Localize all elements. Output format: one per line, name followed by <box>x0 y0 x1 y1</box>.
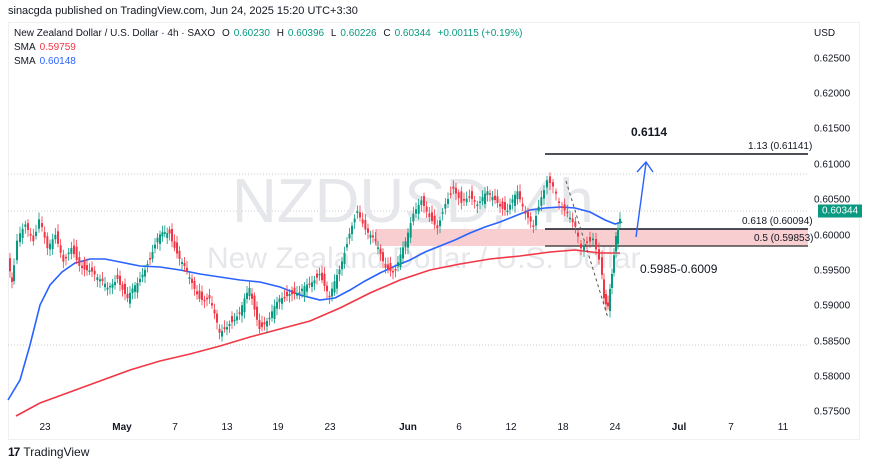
legend-open: 0.60230 <box>233 28 270 39</box>
sma-slow-line <box>15 249 620 417</box>
legend-sma-fast[interactable]: SMA 0.60148 <box>14 56 76 67</box>
x-tick: May <box>112 422 132 433</box>
y-tick: 0.58500 <box>814 336 851 348</box>
x-tick: 7 <box>728 422 734 433</box>
grid-lines <box>8 173 808 346</box>
price-axis[interactable]: USD 0.62500 0.62000 0.61500 0.61000 0.60… <box>808 22 860 422</box>
x-tick: 23 <box>39 422 51 433</box>
x-tick: Jul <box>671 422 687 433</box>
watermark-symbol: NZDUSD, 4h <box>232 167 594 236</box>
y-tick: 0.62500 <box>814 53 851 65</box>
y-tick: 0.62000 <box>814 88 851 100</box>
brand-name: TradingView <box>23 445 90 459</box>
footer-branding[interactable]: 17 TradingView <box>8 445 89 459</box>
x-tick: 12 <box>505 422 517 433</box>
legend-close: 0.60344 <box>394 28 431 39</box>
y-tick: 0.59000 <box>814 300 851 312</box>
y-tick: 0.60000 <box>814 230 851 242</box>
x-tick: 24 <box>609 422 621 433</box>
x-tick: 13 <box>221 422 233 433</box>
legend-title: New Zealand Dollar / U.S. Dollar · 4h · … <box>14 28 216 39</box>
y-tick: 0.58000 <box>814 371 851 383</box>
x-tick: 7 <box>172 422 178 433</box>
y-tick: 0.60500 <box>814 194 851 206</box>
currency-unit[interactable]: USD <box>814 28 836 39</box>
tradingview-logo-icon: 17 <box>8 445 20 459</box>
y-tick: 0.59500 <box>814 265 851 277</box>
x-tick: Jun <box>399 422 417 433</box>
x-tick: 18 <box>557 422 569 433</box>
legend-low: 0.60226 <box>340 28 377 39</box>
y-tick: 0.57500 <box>814 406 851 418</box>
fib-label-113: 1.13 (0.61141) <box>748 141 813 152</box>
legend-symbol-row: New Zealand Dollar / U.S. Dollar · 4h · … <box>14 28 523 39</box>
fib-label-05: 0.5 (0.59853) <box>754 233 814 244</box>
y-tick: 0.61500 <box>814 123 851 135</box>
legend-change: +0.00115 (+0.19%) <box>437 28 523 39</box>
watermark-description: New Zealand Dollar / U.S. Dollar <box>207 242 641 275</box>
current-price-tag: 0.60344 <box>818 204 862 218</box>
fib-label-0618: 0.618 (0.60094) <box>742 216 813 227</box>
legend-sma-slow[interactable]: SMA 0.59759 <box>14 42 76 53</box>
time-axis[interactable]: 23 May 7 13 19 23 Jun 6 12 18 24 Jul 7 1… <box>8 420 808 436</box>
zone-label: 0.5985-0.6009 <box>640 262 718 276</box>
publisher-line: sinacgda published on TradingView.com, J… <box>8 5 358 17</box>
sma-fast-line <box>7 206 623 401</box>
legend-high: 0.60396 <box>287 28 325 39</box>
target-label: 0.6114 <box>631 125 668 139</box>
y-tick: 0.61000 <box>814 159 851 171</box>
x-tick: 11 <box>777 422 789 433</box>
x-tick: 19 <box>272 422 284 433</box>
projection-arrow <box>635 160 654 238</box>
support-zone <box>376 229 808 246</box>
x-tick: 23 <box>324 422 336 433</box>
chart-legend: New Zealand Dollar / U.S. Dollar · 4h · … <box>14 27 522 69</box>
candlesticks <box>9 172 621 342</box>
x-tick: 6 <box>456 422 462 433</box>
